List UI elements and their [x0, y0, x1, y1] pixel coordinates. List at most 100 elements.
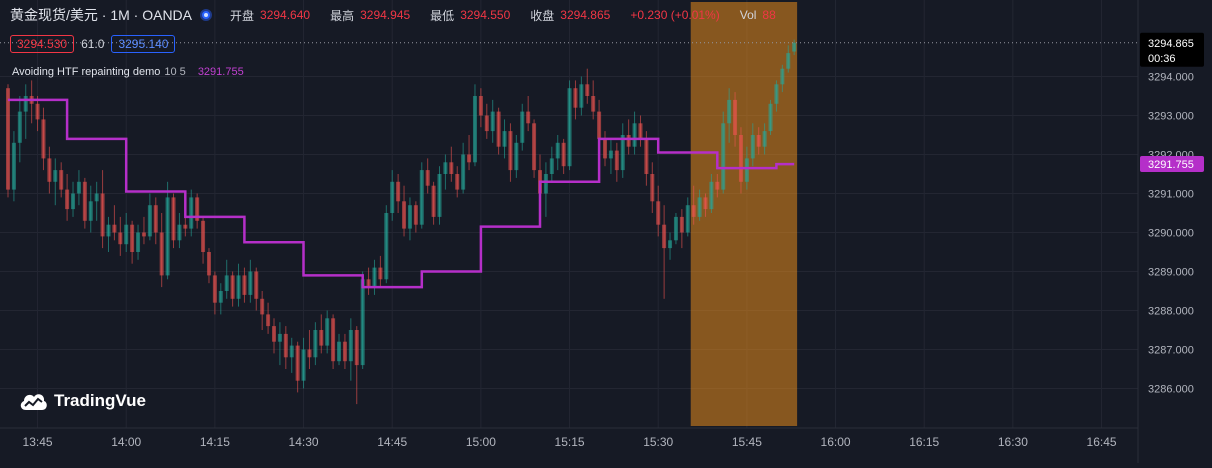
candle-body	[484, 115, 489, 132]
candle-body	[614, 150, 619, 171]
candle-body	[402, 201, 407, 229]
candle-body	[449, 162, 454, 174]
candle-body	[171, 197, 176, 241]
symbol-title[interactable]: 黄金现货/美元 · 1M · OANDA	[10, 7, 193, 23]
candle-body	[437, 174, 442, 217]
candle-body	[325, 318, 330, 346]
candle-body	[774, 84, 779, 104]
candle-body	[579, 84, 584, 108]
candle-body	[313, 330, 318, 358]
candle-body	[76, 181, 81, 194]
indicator-value: 3291.755	[197, 66, 244, 78]
tradingvue-logo: TradingVue	[18, 390, 146, 412]
candle-body	[337, 341, 342, 362]
candle-body	[206, 252, 211, 276]
candle-body	[685, 205, 690, 233]
candle-body	[626, 135, 631, 147]
candle-body	[461, 154, 466, 190]
y-tick-label: 3289.000	[1148, 267, 1194, 279]
candle-body	[384, 213, 389, 280]
candle-body	[703, 197, 708, 210]
candle-body	[662, 224, 667, 249]
candle-body	[6, 88, 10, 190]
candle-body	[100, 193, 105, 237]
x-tick-label: 14:45	[377, 435, 407, 449]
candle-body	[455, 174, 460, 190]
candle-body	[780, 68, 785, 85]
candle-body	[768, 103, 773, 132]
candle-body	[413, 205, 418, 225]
candle-body	[189, 197, 194, 229]
candle-body	[11, 142, 16, 190]
candle-body	[532, 123, 537, 171]
candle-body	[573, 88, 578, 108]
x-tick-label: 14:30	[289, 435, 319, 449]
candle-body	[254, 271, 259, 299]
y-tick-label: 3287.000	[1148, 345, 1194, 357]
y-tick-label: 3293.000	[1148, 111, 1194, 123]
indicator-line	[8, 98, 795, 289]
candle-body	[697, 197, 702, 217]
candle-body	[691, 205, 696, 217]
candle-body	[514, 142, 519, 171]
quote-row: 3294.530 61.0 3295.140	[10, 35, 176, 53]
candle-body	[597, 111, 602, 139]
candle-body	[248, 271, 253, 295]
indicator-legend[interactable]: Avoiding HTF repainting demo 10 5 3291.7…	[12, 66, 244, 78]
candle-body	[425, 170, 430, 186]
candle-body	[159, 232, 164, 276]
candle-body	[620, 135, 625, 171]
candle-body	[106, 224, 111, 237]
candle-body	[230, 275, 235, 299]
x-tick-label: 16:30	[998, 435, 1028, 449]
candle-body	[673, 216, 678, 241]
candle-body	[47, 158, 52, 182]
candle-body	[218, 291, 223, 303]
candle-body	[650, 174, 655, 202]
vol-value: 88	[762, 8, 776, 22]
candle-body	[727, 99, 732, 124]
sell-price-button[interactable]: 3294.530	[10, 35, 75, 53]
x-tick-label: 13:45	[23, 435, 53, 449]
cloud-logo-icon	[20, 394, 47, 410]
candle-body	[153, 205, 158, 233]
candle-body	[555, 142, 560, 159]
close-label: 收盘	[530, 8, 555, 23]
close-value: 3294.865	[560, 8, 611, 22]
candle-body	[41, 119, 46, 159]
candle-body	[360, 279, 365, 366]
candle-body	[301, 349, 306, 381]
candle-body	[277, 333, 282, 342]
x-tick-label: 15:15	[555, 435, 585, 449]
logo-text: TradingVue	[54, 391, 146, 410]
buy-price-button[interactable]: 3295.140	[111, 35, 176, 53]
candle-body	[141, 232, 146, 237]
candle-body	[520, 111, 525, 143]
candle-body	[490, 111, 495, 132]
x-tick-label: 16:00	[821, 435, 851, 449]
candle-body	[407, 205, 412, 229]
indicator-price-tag	[1140, 156, 1204, 173]
x-tick-label: 16:15	[909, 435, 939, 449]
candle-body	[183, 224, 188, 229]
candle-body	[443, 162, 448, 174]
candle-body	[526, 111, 531, 124]
x-tick-label: 16:45	[1087, 435, 1117, 449]
y-tick-label: 3288.000	[1148, 306, 1194, 318]
candle-body	[242, 275, 247, 295]
market-status-icon[interactable]	[200, 9, 213, 21]
candle-body	[283, 333, 288, 358]
candle-body	[295, 345, 300, 381]
indicator-name[interactable]: Avoiding HTF repainting demo	[12, 66, 161, 78]
candle-body	[124, 224, 129, 245]
y-tick-label: 3286.000	[1148, 384, 1194, 396]
change-value: +0.230 (+0.01%)	[630, 8, 720, 22]
candle-body	[478, 96, 483, 116]
highlight-band	[690, 2, 798, 426]
candle-body	[112, 224, 117, 233]
candle-body	[431, 185, 436, 217]
candle-body	[236, 275, 241, 299]
candle-body	[266, 314, 271, 327]
